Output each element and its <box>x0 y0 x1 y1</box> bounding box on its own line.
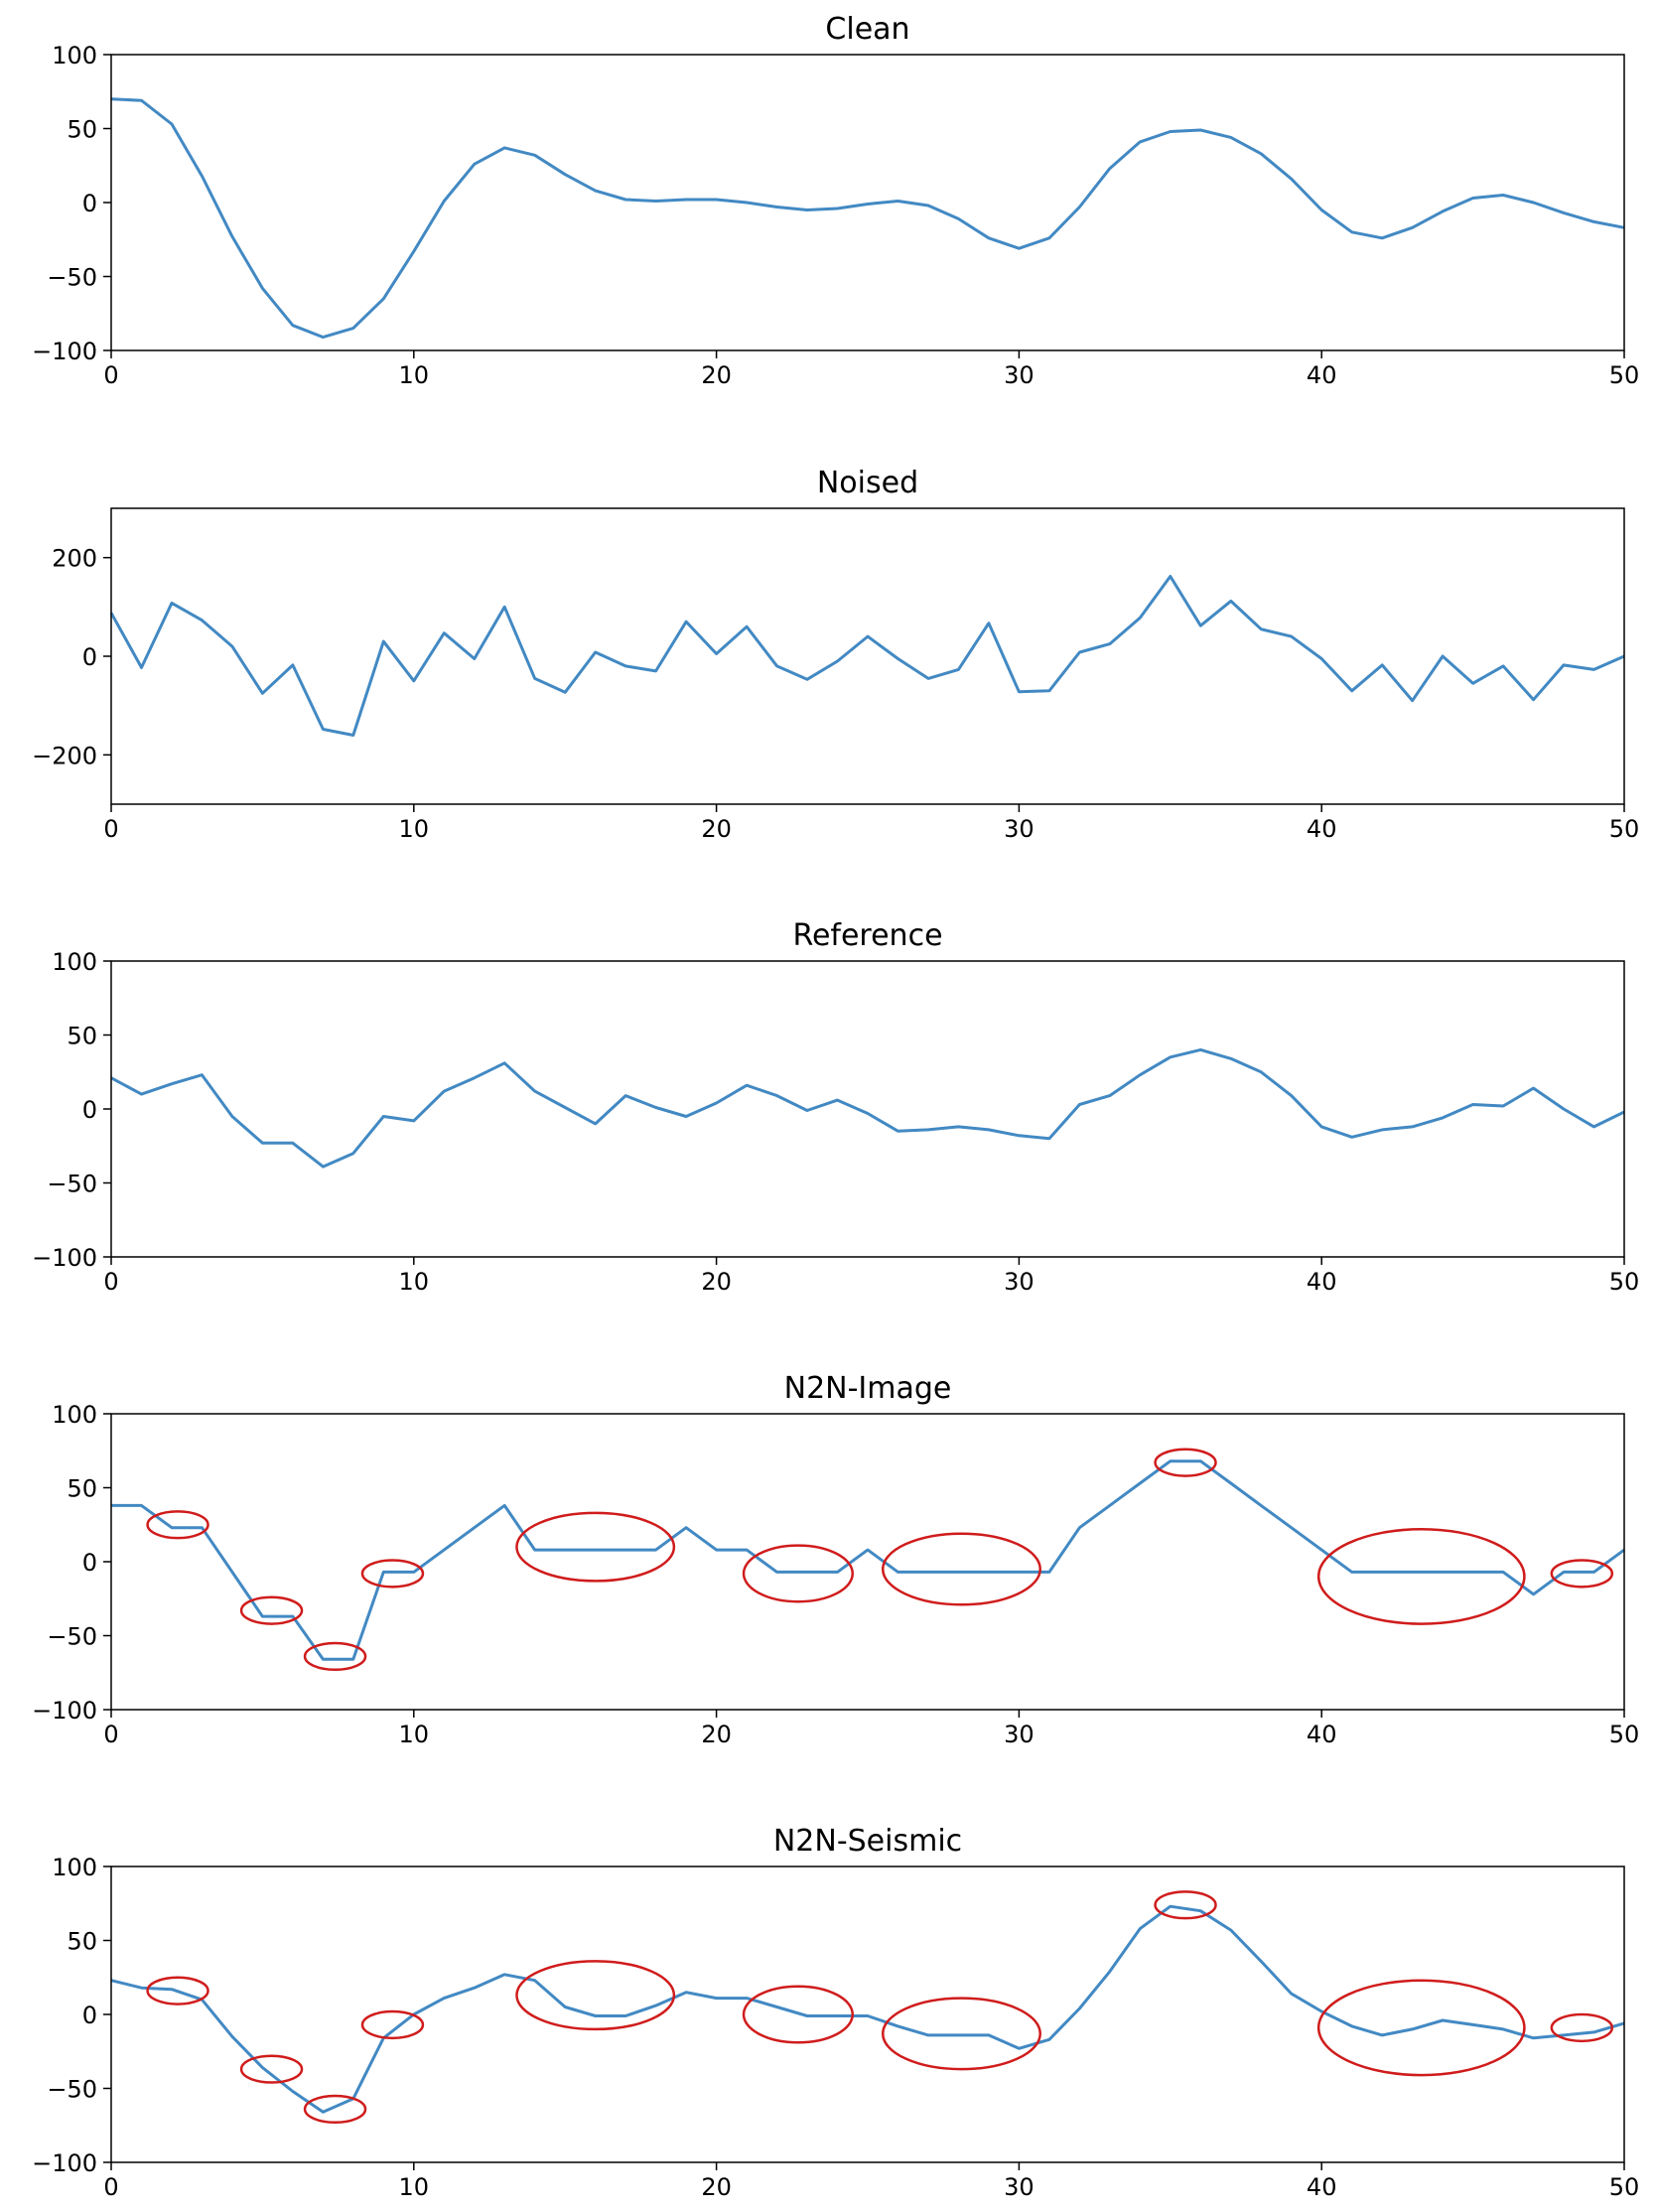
y-tick-label: −50 <box>47 1171 97 1198</box>
y-tick-label: 50 <box>67 1928 97 1956</box>
highlight-ellipse <box>1154 1890 1217 1920</box>
chart-title: Clean <box>825 12 909 47</box>
y-tick-label: −100 <box>32 2149 97 2177</box>
x-tick-label: 0 <box>103 815 118 843</box>
series-line <box>110 1047 1625 1169</box>
highlight-ellipse <box>1550 2012 1614 2043</box>
plot-frame <box>110 1866 1625 2163</box>
highlight-ellipse <box>1316 1527 1526 1625</box>
highlight-ellipse <box>239 2054 304 2084</box>
y-tick-label: 100 <box>52 1401 97 1429</box>
x-tick-label: 50 <box>1609 1268 1640 1296</box>
highlight-ellipse <box>360 2009 425 2040</box>
highlight-ellipse <box>1550 1559 1614 1589</box>
y-tick-label: −100 <box>32 1244 97 1272</box>
y-tick-label: −50 <box>47 2076 97 2104</box>
x-tick-label: 10 <box>399 361 430 389</box>
y-tick-label: 50 <box>67 1475 97 1503</box>
y-tick-label: 0 <box>82 1096 97 1124</box>
y-tick-label: 100 <box>52 42 97 69</box>
y-tick-label: −100 <box>32 1697 97 1725</box>
highlight-ellipse <box>881 1997 1041 2071</box>
x-tick-label: 40 <box>1307 2173 1337 2201</box>
x-tick-label: 20 <box>701 1268 732 1296</box>
chart-title: Reference <box>792 918 942 953</box>
series-line <box>111 1459 1625 1661</box>
x-tick-label: 40 <box>1307 1268 1337 1296</box>
y-tick-label: −50 <box>47 1623 97 1651</box>
x-tick-label: 20 <box>701 2173 732 2201</box>
x-tick-label: 40 <box>1307 815 1337 843</box>
series-line <box>110 1904 1625 2114</box>
highlight-ellipse <box>515 1960 676 2031</box>
highlight-ellipse <box>303 2094 367 2125</box>
x-tick-label: 0 <box>103 361 118 389</box>
highlight-ellipse <box>881 1532 1041 1606</box>
chart-title: Noised <box>817 466 918 500</box>
x-tick-label: 20 <box>701 1721 732 1748</box>
x-tick-label: 50 <box>1609 1721 1640 1748</box>
highlight-ellipse <box>360 1559 425 1589</box>
series-line <box>109 575 1625 737</box>
y-tick-label: 100 <box>52 1854 97 1881</box>
highlight-ellipse <box>146 1976 209 2005</box>
highlight-ellipse <box>303 1641 367 1672</box>
chart-title: N2N-Image <box>784 1371 952 1406</box>
x-tick-label: 0 <box>103 1268 118 1296</box>
y-tick-label: 0 <box>82 2002 97 2029</box>
plot-frame <box>110 1413 1625 1711</box>
x-tick-label: 30 <box>1004 1721 1035 1748</box>
x-tick-label: 0 <box>103 1721 118 1748</box>
chart-title: N2N-Seismic <box>773 1824 962 1859</box>
x-tick-label: 30 <box>1004 1268 1035 1296</box>
plot-frame <box>110 960 1625 1258</box>
x-tick-label: 10 <box>399 1268 430 1296</box>
y-tick-label: 0 <box>82 1549 97 1577</box>
x-tick-label: 10 <box>399 2173 430 2201</box>
x-tick-label: 30 <box>1004 815 1035 843</box>
x-tick-label: 30 <box>1004 361 1035 389</box>
x-tick-label: 50 <box>1609 361 1640 389</box>
y-tick-label: 100 <box>52 948 97 976</box>
x-tick-label: 50 <box>1609 2173 1640 2201</box>
highlight-ellipse <box>1154 1448 1217 1477</box>
x-tick-label: 10 <box>399 815 430 843</box>
highlight-ellipse <box>239 1595 304 1625</box>
y-tick-label: 50 <box>67 1023 97 1050</box>
x-tick-label: 40 <box>1307 1721 1337 1748</box>
y-tick-label: 0 <box>82 643 97 671</box>
y-tick-label: 0 <box>82 190 97 217</box>
x-tick-label: 20 <box>701 815 732 843</box>
x-tick-label: 50 <box>1609 815 1640 843</box>
highlight-ellipse <box>146 1510 209 1540</box>
plot-frame <box>110 54 1625 351</box>
series-line <box>110 97 1625 340</box>
x-tick-label: 10 <box>399 1721 430 1748</box>
highlight-ellipse <box>742 1544 855 1603</box>
y-tick-label: 50 <box>67 116 97 144</box>
y-tick-label: −200 <box>32 742 97 769</box>
x-tick-label: 0 <box>103 2173 118 2201</box>
x-tick-label: 20 <box>701 361 732 389</box>
plot-frame <box>110 507 1625 805</box>
highlight-ellipse <box>1316 1979 1526 2077</box>
y-tick-label: 200 <box>52 545 97 573</box>
y-tick-label: −100 <box>32 338 97 365</box>
y-tick-label: −50 <box>47 264 97 292</box>
highlight-ellipse <box>742 1985 855 2044</box>
chart-panel-2: Noised 200 0 −200 0 10 20 30 40 50 <box>32 466 1639 843</box>
highlight-ellipse <box>515 1511 676 1583</box>
x-tick-label: 40 <box>1307 361 1337 389</box>
x-tick-label: 30 <box>1004 2173 1035 2201</box>
